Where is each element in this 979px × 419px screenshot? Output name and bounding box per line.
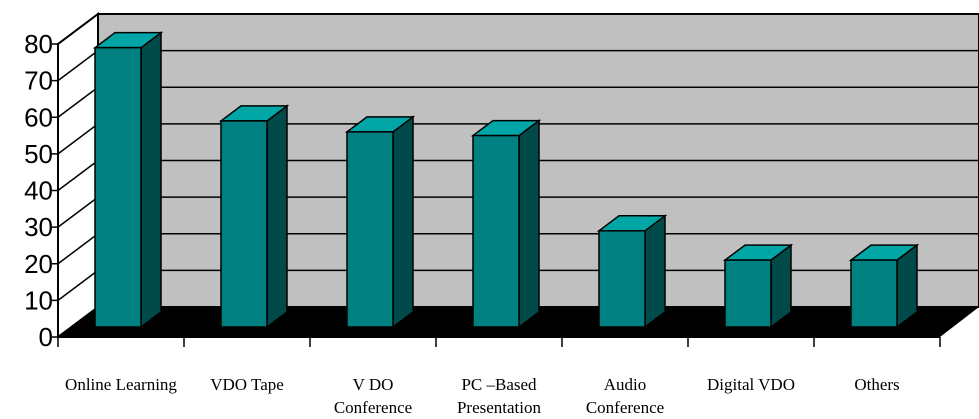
gridline-side [57, 86, 99, 118]
x-category-label: Others [854, 375, 899, 394]
gridline-side [57, 269, 99, 301]
y-tick-label: 20 [24, 249, 53, 279]
bar [218, 104, 290, 329]
bar-front [724, 259, 772, 328]
x-category-label: Audio Conference [586, 375, 664, 417]
x-axis-category-labels: Online Learning VDO Tape V DO Conference PC … [65, 375, 900, 417]
gridline-side [57, 50, 99, 82]
bar [92, 31, 164, 329]
chart-bars [92, 31, 920, 329]
bar-side [644, 214, 666, 329]
y-tick-label: 50 [24, 139, 53, 169]
bar-side [392, 115, 414, 329]
bar-front [472, 134, 520, 328]
x-category-label: Online Learning [65, 375, 177, 394]
bar [344, 115, 416, 329]
bar-front [94, 46, 142, 328]
bar-front [220, 120, 268, 328]
bar-front [346, 131, 394, 328]
y-tick-label: 80 [24, 29, 53, 59]
y-tick-label: 10 [24, 285, 53, 315]
bar-side [518, 119, 540, 329]
y-tick-label: 30 [24, 212, 53, 242]
y-tick-label: 70 [24, 66, 53, 96]
x-category-label: VDO Tape [210, 375, 284, 394]
gridline-side [57, 13, 99, 45]
bar-front [850, 259, 898, 328]
x-category-label: PC –Based Presentation [457, 375, 542, 417]
y-tick-label: 40 [24, 176, 53, 206]
gridline-side [57, 123, 99, 155]
x-category-label: Digital VDO [707, 375, 795, 394]
bar [722, 243, 794, 329]
bar-side [140, 31, 162, 329]
bar [596, 214, 668, 329]
gridline-side [57, 159, 99, 192]
bar [848, 243, 920, 329]
gridline-side [57, 196, 99, 228]
gridline-side [57, 233, 99, 265]
bar [470, 119, 542, 329]
y-axis-tick-labels: 0 10 20 30 40 50 60 70 80 [24, 29, 53, 352]
y-tick-label: 60 [24, 102, 53, 132]
y-tick-label: 0 [39, 322, 53, 352]
chart-axes [52, 43, 941, 347]
bar-side [266, 104, 288, 329]
bar-front [598, 230, 646, 328]
x-category-label: V DO Conference [334, 375, 412, 417]
